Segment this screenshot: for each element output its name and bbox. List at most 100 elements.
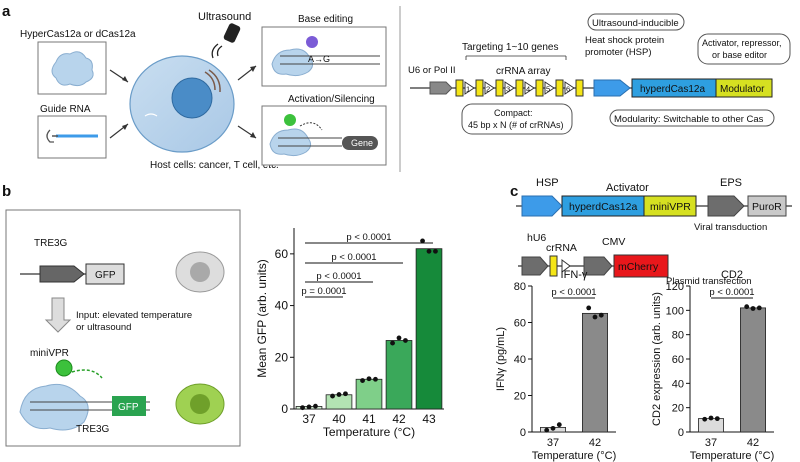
x-tick-label: 40 [332, 412, 346, 426]
p-value-label: p < 0.0001 [709, 287, 754, 298]
y-tick-label: 0 [678, 427, 684, 439]
x-tick-label: 42 [589, 437, 601, 449]
svg-text:→: → [314, 54, 323, 64]
data-point [544, 427, 550, 433]
targeting-label: Targeting 1~10 genes [462, 42, 558, 53]
data-point [756, 305, 762, 311]
repeat-icon [561, 259, 571, 273]
crrna-spacer [575, 79, 584, 97]
data-point [390, 340, 395, 346]
crrna-spacer [515, 79, 524, 97]
minivpr-label: miniVPR [30, 348, 69, 359]
hsp-promoter-arrow [521, 195, 563, 217]
y-tick-label: 80 [514, 281, 526, 293]
eps-promoter-arrow [707, 195, 745, 217]
crrna-number: 5 [546, 85, 550, 94]
data-point [360, 378, 365, 383]
bar [415, 248, 443, 410]
tre3g-top-label: TRE3G [34, 238, 68, 249]
data-point [556, 422, 562, 428]
data-point [336, 392, 342, 397]
y-tick-label: 0 [520, 427, 526, 439]
data-point [426, 248, 432, 254]
modulator-block [715, 78, 773, 98]
y-tick-label: 100 [666, 305, 684, 317]
compact-box [461, 103, 573, 135]
base-editing-title: Base editing [298, 14, 353, 25]
crrna-spacer [535, 79, 544, 97]
nucleus-icon [171, 77, 213, 119]
crrna-spacer [495, 79, 504, 97]
hsp-promoter-arrow [593, 79, 631, 97]
data-point [373, 376, 378, 382]
hu6-label: hU6 [527, 232, 546, 244]
chart-title: CD2 [721, 269, 743, 281]
crrna-array-label: crRNA array [496, 66, 550, 77]
ultrasound-probe-icon [211, 23, 241, 59]
repeat-icon [464, 81, 475, 95]
data-point [433, 248, 438, 254]
y-tick-label: 60 [275, 247, 289, 261]
data-point [396, 335, 402, 341]
nucleus-icon [190, 394, 210, 414]
data-point [744, 304, 750, 310]
tre3g-bottom-label: TRE3G [76, 424, 110, 435]
plasmid-label: Plasmid transfection [666, 276, 752, 287]
x-tick-label: 37 [302, 412, 316, 426]
data-point [750, 306, 756, 311]
y-tick-label: 0 [281, 402, 288, 416]
activator-box [697, 33, 791, 65]
deaminase-icon [306, 36, 318, 48]
y-tick-label: 60 [672, 354, 684, 366]
bar [355, 378, 383, 410]
data-point [313, 403, 318, 409]
data-point [403, 338, 408, 343]
gene-badge [342, 136, 378, 150]
input-line1: Input: elevated temperature [76, 310, 192, 321]
modularity-label: Modularity: Switchable to other Cas [614, 114, 764, 125]
repeat-icon [504, 81, 515, 95]
eps-label: EPS [720, 177, 742, 189]
data-point [586, 305, 592, 311]
repeat-icon [484, 81, 495, 95]
hyperdcas-label-c: hyperdCas12a [569, 201, 637, 213]
compact-line2: 45 bp x N (# of crRNAs) [468, 120, 564, 130]
crrna-number: 4 [526, 85, 530, 94]
y-axis-label: CD2 expression (arb. units) [651, 292, 663, 426]
data-point [598, 312, 604, 318]
crrna-number: 6 [566, 85, 570, 94]
y-tick-label: 40 [514, 354, 526, 366]
cas-protein-icon [19, 383, 89, 431]
y-tick-label: 40 [672, 378, 684, 390]
hsp-line1: Heat shock protein [585, 35, 664, 46]
data-point [714, 416, 720, 422]
panel-a-letter: a [2, 3, 11, 20]
puror-label: PuroR [752, 201, 782, 213]
crrna-block [549, 255, 558, 277]
hu6-promoter-arrow [521, 256, 549, 276]
crrna-spacer [555, 79, 564, 97]
data-point [306, 404, 312, 410]
data-point [702, 416, 708, 422]
u6-label: U6 or Pol II [408, 65, 456, 76]
repeat-icon [524, 81, 535, 95]
base-a-label: A [308, 54, 314, 64]
p-value-label: p < 0.0001 [316, 271, 361, 282]
u6-promoter-arrow [429, 81, 453, 95]
mcherry-block [613, 254, 669, 278]
crrna-spacer [455, 79, 464, 97]
activator-icon [284, 114, 296, 126]
panel-b-letter: b [2, 183, 11, 200]
crrna-array: 1 2 3 4 5 6 [455, 79, 584, 97]
crrna-label: crRNA [546, 242, 577, 254]
panel-c-letter: c [510, 183, 518, 200]
minivpr-label-c: miniVPR [650, 201, 691, 213]
cmv-promoter-arrow [583, 256, 613, 276]
data-point [343, 391, 348, 397]
x-axis-label: Temperature (°C) [323, 425, 415, 439]
crrna-number: 2 [486, 85, 490, 94]
activation-title: Activation/Silencing [288, 94, 375, 105]
x-tick-label: 42 [392, 412, 406, 426]
gene-label: Gene [351, 138, 373, 148]
